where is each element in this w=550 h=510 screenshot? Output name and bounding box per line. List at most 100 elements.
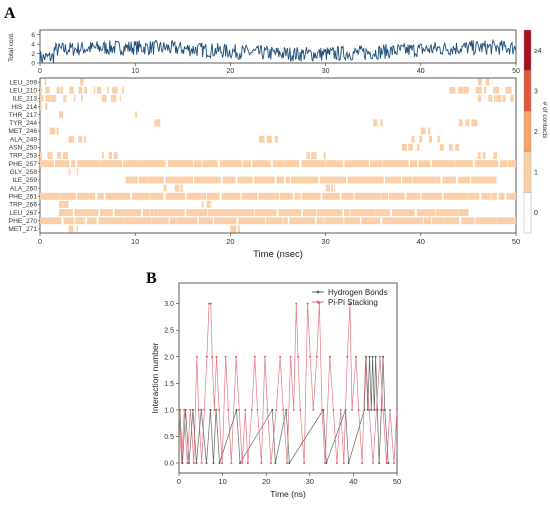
heatmap-cell (123, 160, 142, 168)
heatmap-cell (350, 209, 376, 217)
heatmap-cell (76, 225, 79, 233)
heatmap-cell (508, 160, 516, 168)
heatmap-cell (45, 94, 51, 102)
pi-pi-stacking-point (368, 408, 371, 411)
heatmap-cell (141, 160, 166, 168)
heatmap-cell (330, 184, 334, 192)
heatmap-cell (417, 143, 420, 151)
pi-pi-stacking-point (227, 408, 230, 411)
heatmap-plot-area (39, 77, 517, 234)
colorbar-swatch (523, 151, 532, 193)
heatmap-cell (154, 209, 159, 217)
heatmap-cell (381, 192, 389, 200)
heatmap-cell (165, 176, 193, 184)
total-contacts-plot-area (39, 29, 517, 64)
heatmap-cell (301, 160, 326, 168)
heatmap-cell (319, 176, 346, 184)
heatmap-cell (442, 176, 456, 184)
hydrogen-bonds-point (285, 408, 288, 411)
heatmap-cell (193, 160, 202, 168)
heatmap-cell (418, 160, 431, 168)
heatmap-cell (435, 209, 459, 217)
heatmap-cell (412, 176, 436, 184)
pi-pi-stacking-point (192, 462, 195, 464)
heatmap-cell (493, 152, 497, 159)
heatmap-cell (494, 94, 496, 102)
heatmap-cell (165, 192, 186, 200)
heatmap-cell (449, 86, 456, 94)
residue-label: PHE_257 (9, 161, 38, 168)
colorbar-tick-label: 2 (534, 129, 538, 136)
heatmap-cell (206, 200, 211, 208)
pi-pi-stacking-point (346, 355, 349, 358)
heatmap-cell (59, 200, 64, 208)
heatmap-cell (499, 160, 508, 168)
total-contacts-xtick-label: 10 (131, 68, 139, 75)
heatmap-cell (409, 217, 423, 225)
heatmap-cell (382, 217, 410, 225)
interaction-ytick-label: 0.5 (164, 434, 174, 441)
heatmap-cell (60, 86, 64, 94)
total-contacts-xtick-label: 20 (227, 68, 235, 75)
pi-pi-stacking-point (378, 355, 381, 358)
heatmap-cell (135, 111, 138, 119)
colorbar-swatch (523, 70, 532, 112)
heatmap-cell (49, 127, 56, 135)
hydrogen-bonds-point (368, 355, 371, 358)
heatmap-cell (174, 184, 180, 192)
heatmap-cell (361, 217, 381, 225)
residue-label: PHE_261 (9, 193, 38, 200)
residue-label: ASN_250 (9, 145, 38, 152)
hydrogen-bonds-point (288, 462, 291, 464)
pi-pi-stacking-point (297, 355, 300, 358)
pi-pi-stacking-point (224, 355, 227, 358)
heatmap-cell (76, 168, 79, 176)
pi-pi-stacking-point (189, 408, 192, 411)
interaction-ytick-label: 2.5 (164, 328, 174, 335)
pi-pi-stacking-point (324, 462, 327, 464)
heatmap-cell (421, 192, 442, 200)
heatmap-cell (81, 94, 83, 102)
heatmap-cell (77, 160, 100, 168)
heatmap-cell (496, 217, 516, 225)
heatmap-cell (96, 86, 102, 94)
heatmap-xtick-label: 40 (417, 237, 425, 246)
heatmap-cell (44, 78, 47, 86)
interaction-ylabel: Interaction number (150, 342, 160, 413)
pi-pi-stacking-point (339, 408, 342, 411)
pi-pi-stacking-point (183, 408, 186, 411)
heatmap-cell (306, 152, 310, 159)
pi-pi-stacking-point (382, 408, 385, 411)
heatmap-cell (151, 217, 169, 225)
heatmap-cell (373, 119, 378, 127)
colorbar-label: # of contacts (541, 102, 548, 140)
heatmap-cell (435, 176, 441, 184)
pi-pi-stacking-point (385, 462, 388, 464)
residue-label: TYR_244 (9, 120, 37, 127)
heatmap-cell (78, 135, 83, 143)
heatmap-cell (344, 209, 350, 217)
heatmap-cell (496, 94, 502, 102)
heatmap-cell (408, 143, 413, 151)
heatmap-cell (222, 176, 236, 184)
heatmap-cell (475, 160, 499, 168)
heatmap-cell (142, 209, 150, 217)
total-contacts-ytick-label: 0 (31, 60, 35, 67)
heatmap-cell (101, 94, 107, 102)
heatmap-cell (488, 94, 493, 102)
heatmap-cell (40, 94, 44, 102)
heatmap-cell (163, 184, 167, 192)
heatmap-cell (147, 176, 164, 184)
heatmap-cell (211, 200, 212, 208)
heatmap-cell (324, 217, 344, 225)
interaction-ytick-label: 2.0 (164, 354, 174, 361)
interaction-ytick-label: 0.0 (164, 461, 174, 468)
heatmap-cell (63, 94, 67, 102)
hydrogen-bonds-point (195, 462, 198, 464)
heatmap-cell (158, 209, 185, 217)
heatmap-cell (285, 176, 291, 184)
heatmap-cell (502, 94, 506, 102)
heatmap-cell (482, 152, 486, 159)
heatmap-cell (226, 209, 254, 217)
pi-pi-stacking-point (215, 355, 218, 358)
